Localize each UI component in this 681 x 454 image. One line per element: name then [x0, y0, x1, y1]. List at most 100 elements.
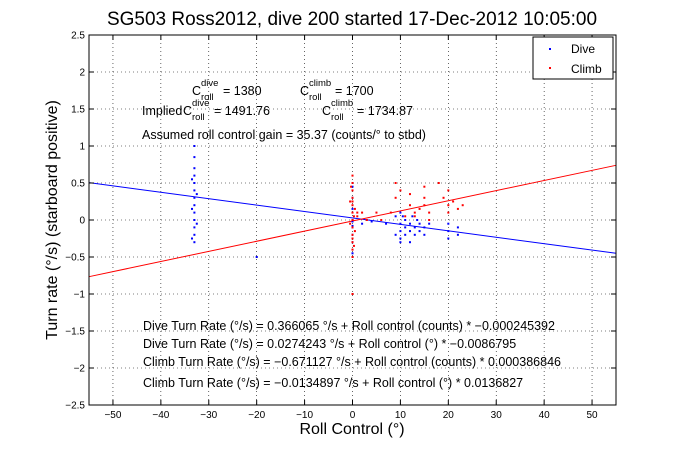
data-point-climb	[351, 237, 354, 240]
c-climb-sub: roll	[309, 92, 322, 103]
c-climb-main: C	[300, 84, 309, 98]
data-point-climb	[447, 189, 450, 192]
c-climb-value: = 1700	[335, 84, 374, 98]
data-point-dive	[423, 226, 426, 229]
data-point-dive	[411, 215, 414, 218]
annotation-climb-deg: Climb Turn Rate (°/s) = −0.0134897 °/s +…	[143, 376, 523, 390]
x-tick-label: 40	[539, 410, 551, 421]
data-point-dive	[447, 230, 450, 233]
data-point-climb	[408, 204, 411, 207]
chart-title: SG503 Ross2012, dive 200 started 17-Dec-…	[107, 9, 597, 30]
data-point-dive	[193, 211, 196, 214]
data-point-dive	[404, 226, 407, 229]
data-point-climb	[351, 182, 354, 184]
data-point-climb	[408, 193, 411, 196]
c-dive-value: = 1380	[223, 84, 262, 98]
y-tick-label: −2.5	[65, 401, 85, 412]
data-point-climb	[447, 204, 450, 207]
data-point-climb	[361, 211, 364, 214]
data-point-climb	[352, 244, 355, 247]
y-tick-label: 1	[79, 142, 85, 153]
y-tick-label: −0.5	[65, 253, 85, 264]
y-tick-label: −1.5	[65, 327, 85, 338]
data-point-climb	[351, 226, 354, 229]
data-point-dive	[423, 233, 426, 236]
annotation-dive-counts: Dive Turn Rate (°/s) = 0.366065 °/s + Ro…	[143, 319, 555, 333]
data-point-dive	[193, 233, 196, 236]
y-tick-labels: 2.5 2 1.5 1 0.5 0 −0.5 −1 −1.5 −2 −2.5	[65, 31, 85, 412]
data-point-dive	[193, 189, 196, 192]
data-point-dive	[191, 207, 194, 210]
data-point-dive	[195, 193, 198, 196]
x-tick-label: 10	[395, 410, 407, 421]
data-point-dive	[191, 237, 194, 240]
grid-lines	[89, 34, 616, 406]
c-dive-sub: roll	[201, 92, 214, 103]
data-point-dive	[193, 145, 196, 147]
implied-dive-main: C	[183, 104, 192, 118]
data-point-dive	[191, 178, 194, 181]
data-point-climb	[389, 211, 392, 214]
data-point-climb	[349, 200, 352, 203]
data-point-dive	[370, 220, 373, 223]
implied-dive-sub: roll	[192, 112, 205, 123]
annotation-implied: Implied C dive roll = 1491.76 C climb ro…	[142, 98, 413, 123]
data-point-dive	[351, 224, 354, 227]
data-point-dive	[361, 222, 364, 225]
data-point-climb	[351, 293, 354, 295]
data-point-dive	[418, 222, 421, 225]
y-tick-label: 0.5	[71, 179, 85, 190]
data-point-dive	[456, 233, 459, 236]
data-point-dive	[447, 237, 450, 240]
implied-climb-main: C	[322, 104, 331, 118]
c-dive-main: C	[192, 84, 201, 98]
data-point-dive	[193, 219, 196, 221]
data-point-dive	[418, 230, 421, 233]
data-point-climb	[456, 207, 459, 210]
data-point-dive	[399, 211, 402, 214]
data-point-dive	[408, 222, 411, 225]
data-point-dive	[193, 241, 196, 244]
data-point-climb	[447, 211, 450, 214]
data-point-climb	[356, 211, 359, 214]
data-point-climb	[423, 185, 426, 188]
data-point-dive	[351, 220, 354, 223]
data-point-climb	[423, 196, 426, 199]
data-point-climb	[351, 219, 354, 221]
data-point-climb	[442, 196, 445, 199]
data-point-dive	[404, 233, 407, 236]
data-point-climb	[394, 182, 397, 184]
y-axis-label: Turn rate (°/s) (starboard positive)	[44, 100, 61, 340]
data-point-climb	[413, 215, 416, 218]
data-point-dive	[394, 215, 397, 218]
data-point-dive	[193, 167, 196, 170]
legend-dive-marker	[549, 48, 551, 50]
implied-climb-value: = 1734.87	[357, 104, 413, 118]
implied-climb-sup: climb	[331, 98, 353, 109]
x-tick-label: −10	[296, 410, 313, 421]
data-point-climb	[351, 211, 354, 214]
data-point-climb	[351, 174, 354, 177]
data-point-climb	[413, 211, 416, 214]
data-point-climb	[351, 189, 354, 192]
implied-dive-value: = 1491.76	[214, 104, 270, 118]
data-point-climb	[365, 219, 368, 221]
y-tick-label: 0	[79, 216, 85, 227]
data-point-climb	[351, 248, 354, 251]
data-point-dive	[399, 230, 402, 233]
implied-dive-sup: dive	[192, 98, 209, 109]
data-point-climb	[351, 241, 354, 244]
data-point-climb	[452, 200, 455, 203]
data-point-dive	[193, 156, 196, 159]
data-point-climb	[351, 233, 354, 236]
fit-line-dive	[88, 182, 617, 254]
x-tick-label: −50	[104, 410, 121, 421]
data-point-dive	[413, 226, 416, 229]
data-point-climb	[353, 207, 356, 210]
data-point-climb	[375, 211, 378, 214]
data-point-climb	[353, 230, 356, 233]
y-tick-label: 2.5	[71, 31, 85, 42]
legend-box	[532, 36, 614, 80]
data-point-climb	[356, 215, 359, 218]
data-point-dive	[193, 174, 196, 177]
